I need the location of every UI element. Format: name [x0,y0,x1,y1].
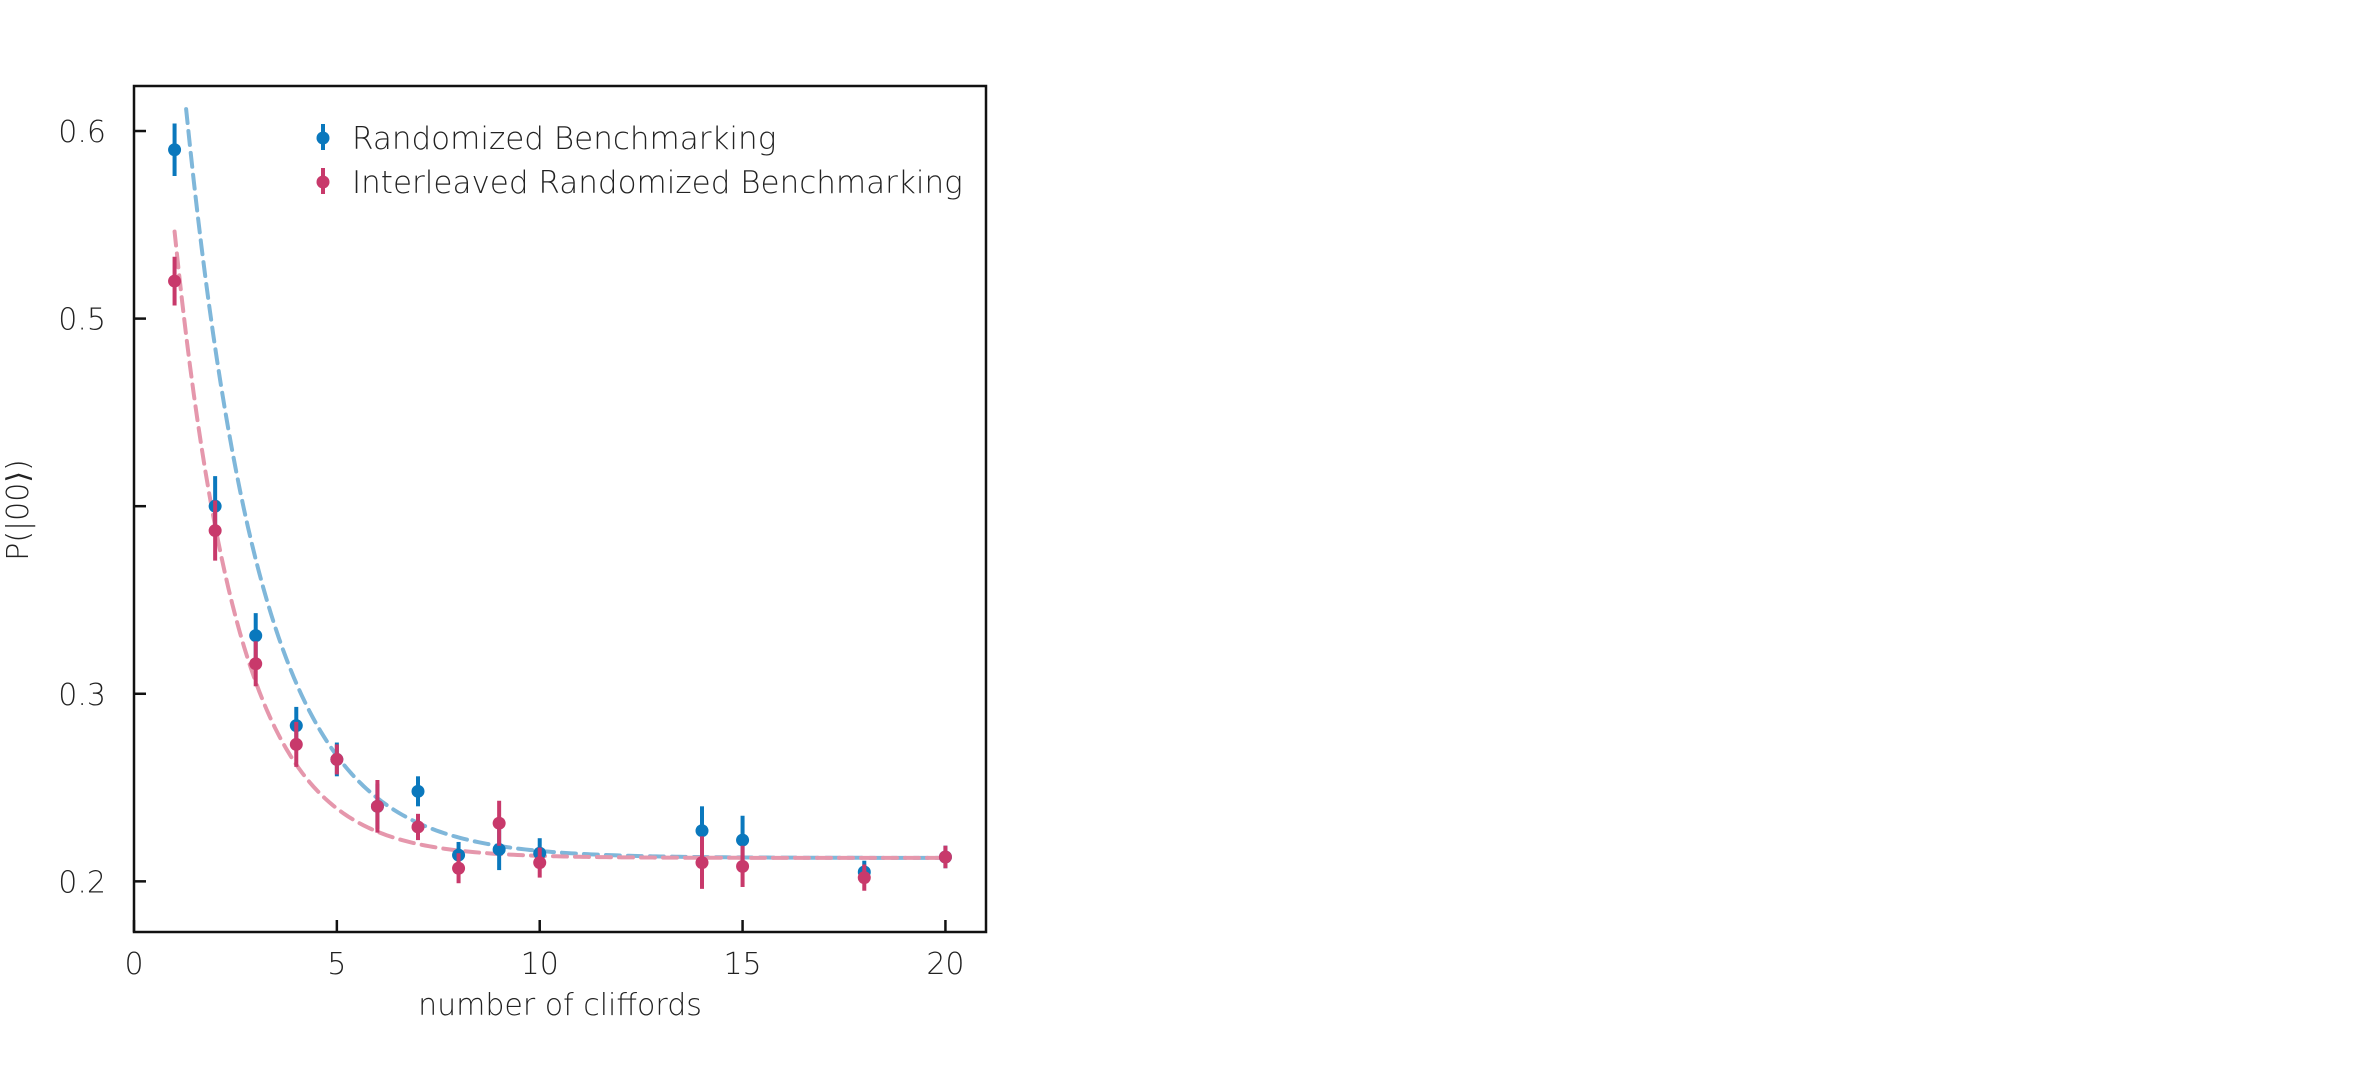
point-irb [938,850,952,864]
legend-label-irb: Interleaved Randomized Benchmarking [352,165,963,201]
point-irb [168,274,182,288]
legend-marker-irb [316,175,330,189]
x-tick-label: 10 [521,947,559,982]
point-rb [411,784,425,798]
point-irb [695,856,709,870]
fit-curve-irb [172,229,948,860]
point-rb [168,143,182,157]
legend: Randomized Benchmarking Interleaved Rand… [316,121,963,201]
x-axis-ticks: 0 5 10 15 20 [124,920,965,982]
point-irb [249,657,263,671]
point-irb [208,524,222,538]
point-rb [695,824,709,838]
point-rb [736,833,750,847]
legend-marker-rb [316,131,330,145]
x-tick-label: 20 [926,947,964,982]
x-tick-label: 5 [327,947,346,982]
point-irb [857,871,871,885]
point-irb [330,752,344,766]
fit-curves [172,107,948,860]
point-rb [492,842,506,856]
y-tick-label: 0.6 [58,115,106,150]
legend-label-rb: Randomized Benchmarking [352,121,776,157]
point-irb [736,859,750,873]
y-tick-label: 0.3 [58,678,106,713]
y-axis-label: P(|00⟩) [1,459,36,560]
point-irb [411,820,425,834]
data-points [168,123,952,891]
y-tick-label: 0.5 [58,303,106,338]
x-axis-label: number of cliffords [418,988,702,1023]
x-tick-label: 15 [723,947,761,982]
plot-frame [132,84,988,934]
point-rb [249,629,263,643]
x-tick-label: 0 [124,947,143,982]
point-irb [533,856,547,870]
point-irb [452,861,466,875]
point-irb [492,816,506,830]
y-tick-label: 0.2 [58,865,106,900]
point-irb [289,737,303,751]
y-axis-ticks: 0.2 0.3 0.5 0.6 [58,115,146,900]
point-irb [370,799,384,813]
